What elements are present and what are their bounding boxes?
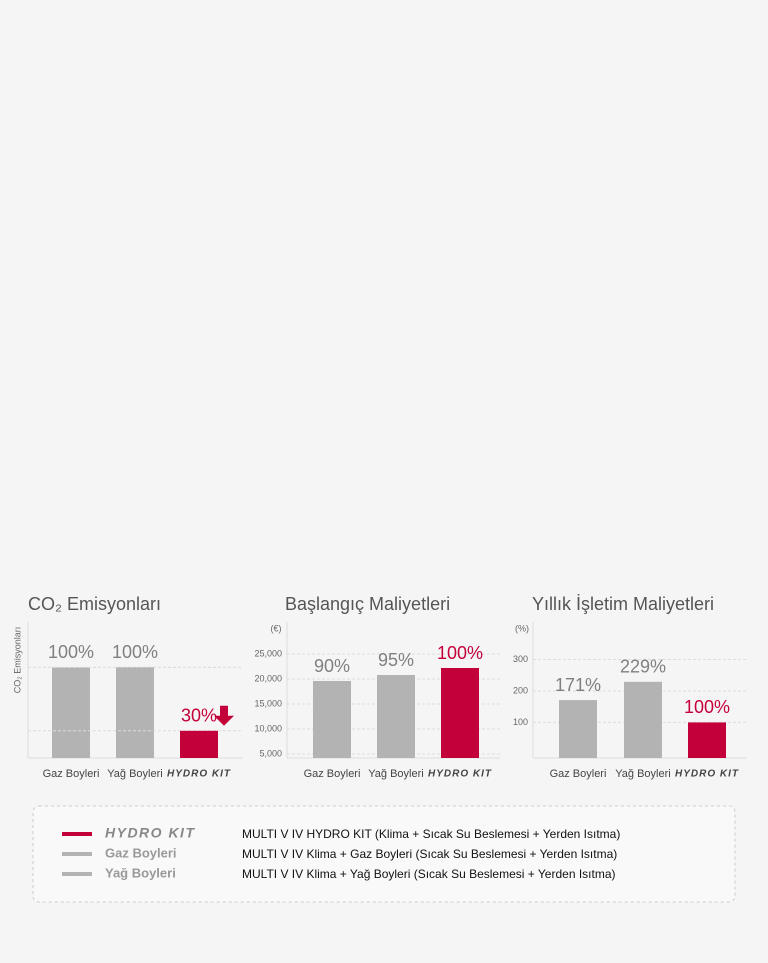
- y-tick-label: 200: [513, 685, 528, 695]
- x-tick-label: Yağ Boyleri: [615, 768, 670, 780]
- y-tick-label: 5,000: [259, 748, 282, 758]
- legend-description: MULTI V IV Klima + Gaz Boyleri (Sıcak Su…: [242, 847, 617, 861]
- legend-box: [32, 805, 736, 903]
- bar: [624, 681, 662, 758]
- y-tick-label: 15,000: [254, 698, 282, 708]
- x-tick-label: Yağ Boyleri: [107, 768, 162, 780]
- chart-title: Yıllık İşletim Maliyetleri: [532, 594, 714, 614]
- bar: [180, 730, 218, 758]
- x-tick-label: Gaz Boyleri: [43, 768, 100, 780]
- value-label: 30%: [181, 706, 217, 726]
- y-tick-label: 25,000: [254, 648, 282, 658]
- legend-description: MULTI V IV Klima + Yağ Boyleri (Sıcak Su…: [242, 867, 616, 881]
- down-arrow-icon: [214, 705, 234, 726]
- y-tick-label: 300: [513, 654, 528, 664]
- y-axis-label: CO₂ Emisyonları: [12, 627, 22, 694]
- x-tick-label: Gaz Boyleri: [550, 768, 607, 780]
- value-label: 100%: [48, 642, 94, 662]
- value-label: 171%: [555, 675, 601, 695]
- chart-title: Başlangıç Maliyetleri: [285, 594, 450, 614]
- legend-name: Yağ Boyleri: [105, 865, 176, 880]
- value-label: 229%: [620, 657, 666, 677]
- value-label: 100%: [684, 697, 730, 717]
- value-label: 100%: [112, 642, 158, 662]
- x-tick-label: HYDRO KIT: [675, 769, 739, 780]
- x-tick-label: Gaz Boyleri: [304, 768, 361, 780]
- value-label: 100%: [437, 643, 483, 663]
- bar: [313, 681, 351, 758]
- y-tick-label: 100: [513, 717, 528, 727]
- y-unit: (€): [271, 623, 282, 633]
- bar: [441, 668, 479, 758]
- value-label: 90%: [314, 656, 350, 676]
- x-tick-label: HYDRO KIT: [428, 769, 492, 780]
- chart-title: CO₂ Emisyonları: [28, 594, 161, 614]
- bar: [688, 722, 726, 758]
- bar: [116, 667, 154, 758]
- y-tick-label: 20,000: [254, 673, 282, 683]
- bar: [559, 700, 597, 758]
- bar: [377, 675, 415, 758]
- y-unit: (%): [515, 623, 529, 633]
- bar: [52, 667, 90, 758]
- y-tick-label: 10,000: [254, 723, 282, 733]
- legend-description: MULTI V IV HYDRO KIT (Klima + Sıcak Su B…: [242, 827, 620, 841]
- x-tick-label: HYDRO KIT: [167, 769, 231, 780]
- x-tick-label: Yağ Boyleri: [368, 768, 423, 780]
- value-label: 95%: [378, 650, 414, 670]
- legend-name: HYDRO KIT: [105, 825, 196, 841]
- legend-name: Gaz Boyleri: [105, 845, 177, 860]
